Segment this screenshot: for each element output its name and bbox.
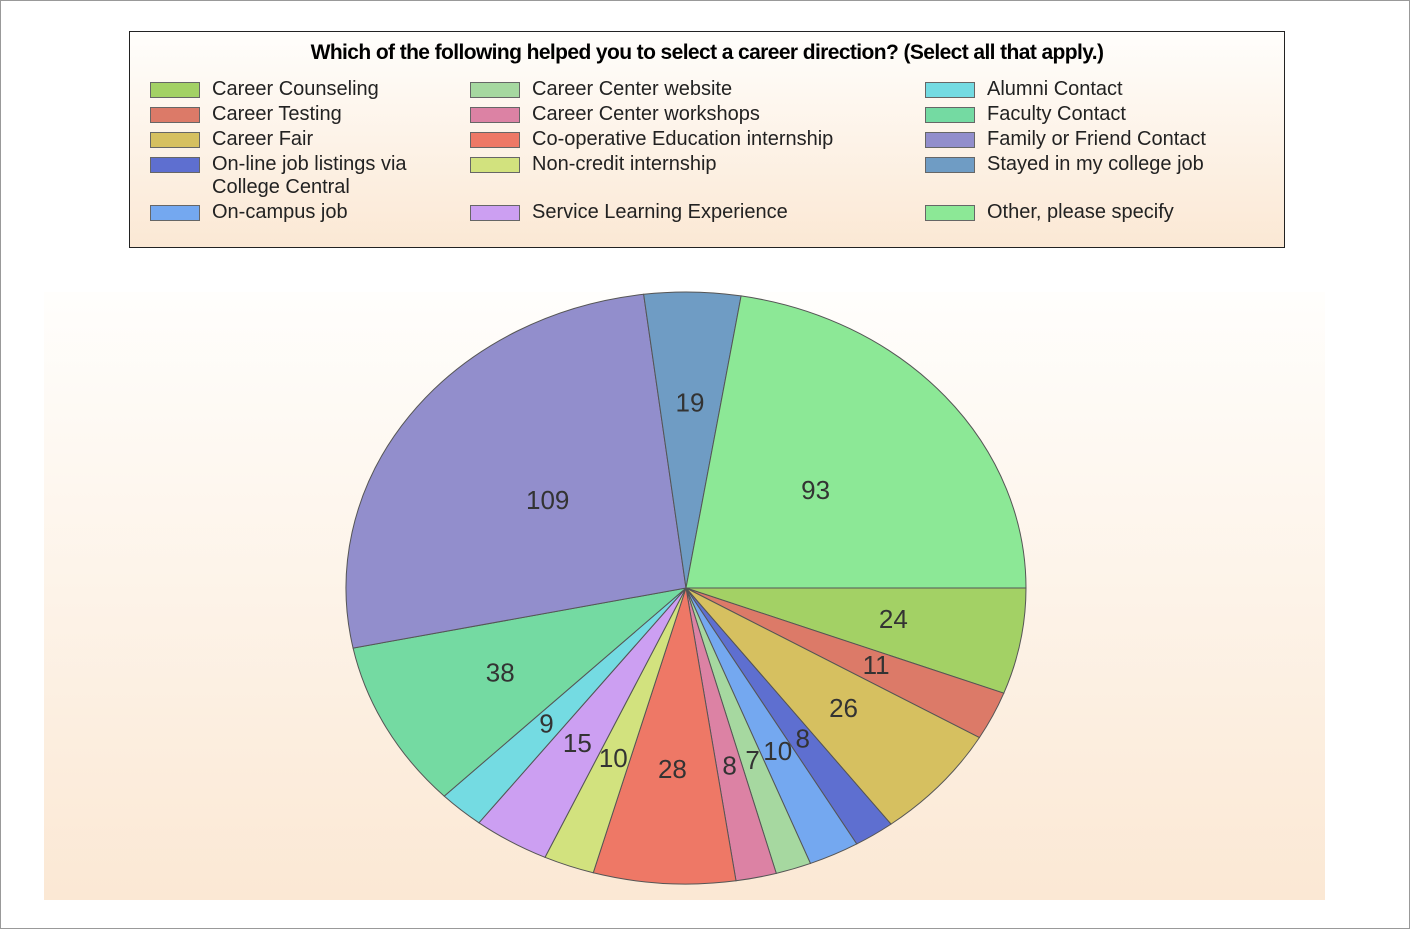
legend-swatch bbox=[925, 157, 975, 173]
legend-item: Career Testing bbox=[150, 103, 450, 126]
legend-label: Non-credit internship bbox=[532, 153, 717, 175]
legend-item: On-line job listings via College Central bbox=[150, 153, 450, 199]
legend-item: On-campus job bbox=[150, 201, 450, 224]
legend-label: Alumni Contact bbox=[987, 78, 1123, 100]
legend-swatch bbox=[470, 157, 520, 173]
data-label: 19 bbox=[676, 387, 705, 417]
pie-slice bbox=[685, 295, 1027, 589]
legend-label: Career Counseling bbox=[212, 78, 379, 100]
legend-item: Faculty Contact bbox=[925, 103, 1225, 126]
legend-item: Other, please specify bbox=[925, 201, 1225, 224]
legend-item: Family or Friend Contact bbox=[925, 128, 1225, 151]
legend-item: Career Center website bbox=[470, 78, 910, 101]
pie-slice bbox=[685, 587, 981, 825]
legend-swatch bbox=[470, 132, 520, 148]
legend: Which of the following helped you to sel… bbox=[129, 31, 1285, 248]
legend-swatch bbox=[150, 132, 200, 148]
legend-swatch bbox=[925, 205, 975, 221]
legend-swatch bbox=[925, 107, 975, 123]
legend-label: Career Center workshops bbox=[532, 103, 760, 125]
legend-label: Career Fair bbox=[212, 128, 314, 150]
pie-slice bbox=[345, 293, 687, 649]
data-label: 109 bbox=[526, 485, 569, 515]
legend-swatch bbox=[470, 205, 520, 221]
data-label: 8 bbox=[795, 724, 809, 754]
legend-item: Career Counseling bbox=[150, 78, 450, 101]
legend-label: Stayed in my college job bbox=[987, 153, 1204, 175]
legend-item: Alumni Contact bbox=[925, 78, 1225, 101]
legend-label: On-campus job bbox=[212, 201, 348, 223]
legend-item: Career Center workshops bbox=[470, 103, 910, 126]
data-label: 24 bbox=[879, 604, 908, 634]
data-label: 15 bbox=[563, 728, 592, 758]
legend-swatch bbox=[470, 107, 520, 123]
pie-slice bbox=[592, 587, 737, 885]
data-label: 11 bbox=[863, 650, 890, 680]
legend-swatch bbox=[150, 82, 200, 98]
legend-label: Faculty Contact bbox=[987, 103, 1126, 125]
pie-slice bbox=[685, 587, 1027, 694]
data-label: 10 bbox=[763, 736, 792, 766]
legend-item: Stayed in my college job bbox=[925, 153, 1225, 199]
legend-label: On-line job listings via College Central bbox=[212, 153, 407, 198]
legend-swatch bbox=[925, 132, 975, 148]
legend-label: Career Center website bbox=[532, 78, 733, 100]
legend-swatch bbox=[925, 82, 975, 98]
data-label: 8 bbox=[722, 750, 736, 780]
legend-label: Family or Friend Contact bbox=[987, 128, 1206, 150]
legend-label: Service Learning Experience bbox=[532, 201, 788, 223]
legend-item: Non-credit internship bbox=[470, 153, 910, 199]
data-label: 9 bbox=[539, 708, 553, 738]
legend-swatch bbox=[150, 107, 200, 123]
legend-label: Career Testing bbox=[212, 103, 342, 125]
data-label: 38 bbox=[486, 658, 515, 688]
data-label: 28 bbox=[658, 754, 687, 784]
legend-swatch bbox=[150, 157, 200, 173]
data-label: 7 bbox=[745, 745, 759, 775]
chart-title: Which of the following helped you to sel… bbox=[310, 41, 1104, 64]
data-label: 93 bbox=[801, 475, 830, 505]
legend-item: Co-operative Education internship bbox=[470, 128, 910, 151]
legend-swatch bbox=[150, 205, 200, 221]
pie-slice bbox=[352, 587, 688, 797]
data-label: 26 bbox=[829, 693, 858, 723]
legend-item: Service Learning Experience bbox=[470, 201, 910, 224]
legend-swatch bbox=[470, 82, 520, 98]
data-label: 10 bbox=[599, 743, 628, 773]
legend-item: Career Fair bbox=[150, 128, 450, 151]
legend-items: Career Counseling Career Testing Career Fa… bbox=[150, 78, 1285, 224]
legend-label: Other, please specify bbox=[987, 201, 1174, 223]
legend-label: Co-operative Education internship bbox=[532, 128, 834, 150]
